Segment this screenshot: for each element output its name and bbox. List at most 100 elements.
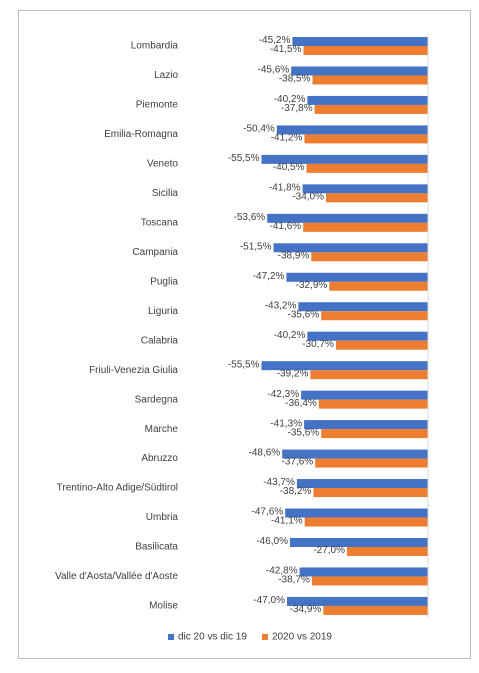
category-label: Molise (149, 601, 178, 612)
legend-label: dic 20 vs dic 19 (178, 632, 247, 643)
bar (326, 193, 428, 203)
value-label: -53,6% (234, 212, 266, 223)
value-label: -39,2% (277, 368, 309, 379)
category-label: Lombardia (131, 41, 179, 52)
value-label: -38,2% (280, 486, 312, 497)
category-label: Marche (145, 424, 179, 435)
bar (290, 537, 428, 547)
value-label: -35,6% (288, 427, 320, 438)
bar (304, 134, 428, 144)
bar (329, 281, 428, 291)
category-label: Toscana (141, 217, 179, 228)
bar (296, 479, 428, 489)
bar (303, 46, 428, 55)
value-label: -41,3% (270, 418, 302, 429)
value-label: -43,7% (263, 477, 295, 488)
legend-swatch (261, 634, 268, 640)
value-label: -40,2% (274, 330, 306, 341)
value-label: -38,7% (278, 575, 310, 586)
category-label: Friuli-Venezia Giulia (89, 365, 178, 376)
bar (307, 95, 428, 105)
category-label: Campania (132, 247, 178, 258)
bar (307, 331, 428, 341)
value-label: -34,0% (292, 191, 324, 202)
value-label: -48,6% (249, 448, 281, 459)
bar (261, 361, 428, 371)
category-label: Piemonte (136, 100, 179, 111)
value-label: -41,8% (269, 182, 301, 193)
value-label: -50,4% (243, 124, 275, 135)
bar (311, 576, 428, 586)
value-label: -37,8% (281, 103, 313, 114)
value-label: -38,5% (279, 74, 311, 85)
value-label: -41,1% (271, 516, 303, 527)
value-label: -32,9% (296, 280, 328, 291)
category-label: Valle d'Aosta/Vallée d'Aoste (55, 571, 178, 582)
bar (321, 311, 428, 321)
bar (287, 596, 428, 606)
bar (318, 399, 428, 409)
bar (301, 390, 428, 400)
bar (276, 125, 428, 135)
bar (315, 458, 428, 468)
value-label: -42,8% (266, 566, 298, 577)
category-label: Emilia-Romagna (104, 129, 178, 140)
bar (304, 517, 428, 527)
value-label: -34,9% (290, 604, 322, 615)
bar (347, 546, 428, 556)
value-label: -47,2% (253, 271, 285, 282)
bar (323, 605, 428, 615)
value-label: -55,5% (228, 153, 260, 164)
value-label: -41,2% (271, 133, 303, 144)
value-label: -45,6% (258, 65, 290, 76)
bar (286, 272, 428, 282)
bar (304, 420, 428, 430)
bar (273, 243, 428, 253)
bar (312, 75, 428, 85)
value-label: -36,4% (285, 398, 317, 409)
bar (313, 488, 428, 498)
value-label: -45,2% (259, 35, 291, 46)
value-label: -38,9% (278, 250, 310, 261)
value-label: -27,0% (313, 545, 345, 556)
value-label: -30,7% (302, 339, 334, 350)
value-label: -51,5% (240, 241, 272, 252)
bar (306, 163, 428, 173)
bar (311, 252, 428, 262)
bar (303, 222, 428, 232)
value-label: -40,5% (273, 162, 305, 173)
bar (299, 567, 428, 577)
category-label: Puglia (150, 276, 178, 287)
bar (310, 370, 428, 380)
value-label: -41,6% (270, 221, 302, 232)
category-label: Lazio (154, 70, 178, 81)
value-label: -47,6% (252, 507, 284, 518)
category-label: Trentino-Alto Adige/Südtirol (57, 483, 178, 494)
bar (282, 449, 428, 459)
bar (314, 104, 428, 114)
legend-label: 2020 vs 2019 (272, 632, 332, 643)
value-label: -47,0% (253, 595, 285, 606)
category-label: Sicilia (152, 188, 179, 199)
value-label: -46,0% (256, 536, 288, 547)
bar (292, 37, 428, 46)
bar (321, 429, 428, 439)
category-label: Sardegna (135, 394, 179, 405)
category-label: Calabria (141, 335, 179, 346)
value-label: -42,3% (267, 389, 299, 400)
category-label: Umbria (146, 512, 179, 523)
value-label: -40,2% (274, 94, 306, 105)
category-label: Liguria (148, 306, 178, 317)
value-label: -41,5% (270, 44, 302, 55)
bar (298, 302, 428, 312)
value-label: -35,6% (288, 309, 320, 320)
bar (261, 154, 428, 164)
value-label: -43,2% (265, 300, 297, 311)
bar (285, 508, 428, 518)
bar (267, 213, 428, 223)
value-label: -37,6% (282, 457, 314, 468)
category-label: Abruzzo (141, 453, 178, 464)
category-label: Basilicata (135, 542, 178, 553)
bar (302, 184, 428, 194)
